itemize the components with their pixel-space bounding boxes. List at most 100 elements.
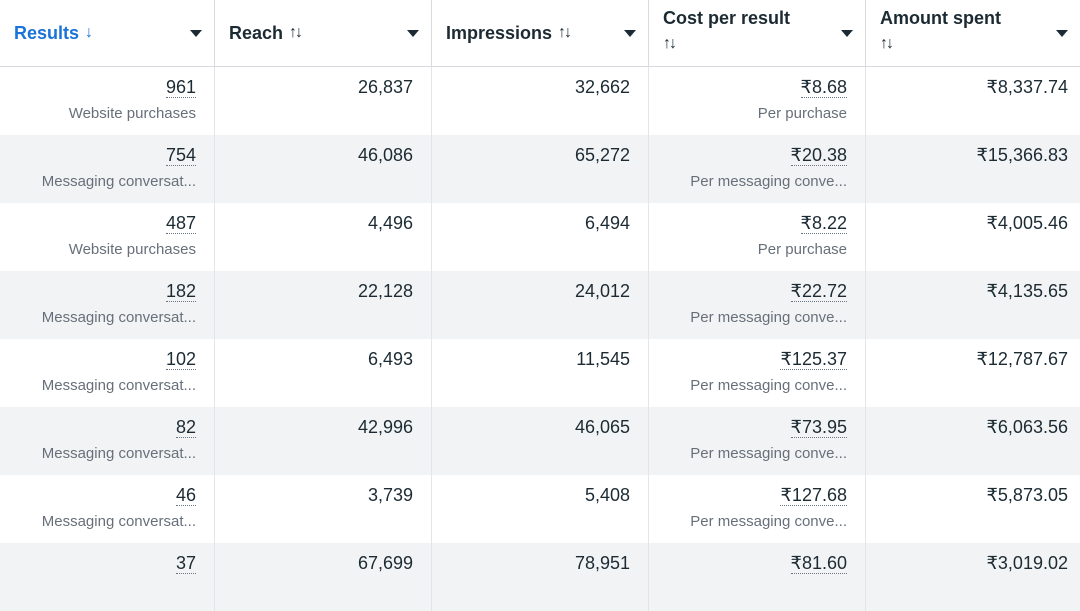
reach-value: 46,086 bbox=[357, 145, 413, 165]
impressions-cell: 24,012 bbox=[432, 271, 649, 339]
column-header-amount-spent[interactable]: Amount spent ↑↓ bbox=[866, 0, 1080, 66]
impressions-value: 6,494 bbox=[584, 213, 630, 233]
table-header: Results ↓ Reach ↑↓ Impressions ↑↓ Cost p… bbox=[0, 0, 1080, 67]
cost-type: Per messaging conve... bbox=[690, 173, 847, 190]
reach-value: 22,128 bbox=[357, 281, 413, 301]
table-row: 754 Messaging conversat... 46,086 65,272 … bbox=[0, 135, 1080, 203]
cost-value[interactable]: ₹73.95 bbox=[790, 417, 847, 438]
cost-value[interactable]: ₹8.68 bbox=[800, 77, 847, 98]
reach-value: 67,699 bbox=[357, 553, 413, 573]
results-value[interactable]: 961 bbox=[165, 77, 196, 98]
impressions-cell: 46,065 bbox=[432, 407, 649, 475]
results-value[interactable]: 46 bbox=[175, 485, 196, 506]
caret-down-icon[interactable] bbox=[407, 30, 419, 37]
spent-value: ₹4,005.46 bbox=[986, 213, 1068, 233]
reach-cell: 67,699 bbox=[215, 543, 432, 611]
column-label: Impressions bbox=[446, 22, 553, 43]
impressions-value: 65,272 bbox=[574, 145, 630, 165]
cost-cell: ₹8.68 Per purchase bbox=[649, 67, 866, 135]
results-cell: 961 Website purchases bbox=[0, 67, 215, 135]
cost-cell: ₹125.37 Per messaging conve... bbox=[649, 339, 866, 407]
spent-cell: ₹4,005.46 bbox=[866, 203, 1080, 271]
spent-cell: ₹8,337.74 bbox=[866, 67, 1080, 135]
reach-cell: 4,496 bbox=[215, 203, 432, 271]
table-row: 37 67,699 78,951 ₹81.60 ₹3,019.02 bbox=[0, 543, 1080, 611]
table-row: 182 Messaging conversat... 22,128 24,012 … bbox=[0, 271, 1080, 339]
column-header-impressions[interactable]: Impressions ↑↓ bbox=[432, 0, 649, 66]
cost-cell: ₹73.95 Per messaging conve... bbox=[649, 407, 866, 475]
spent-value: ₹3,019.02 bbox=[986, 553, 1068, 573]
result-type: Messaging conversat... bbox=[41, 445, 196, 462]
sort-arrows-icon[interactable]: ↑↓ bbox=[663, 35, 677, 52]
result-type: Messaging conversat... bbox=[41, 513, 196, 530]
table-row: 46 Messaging conversat... 3,739 5,408 ₹12… bbox=[0, 475, 1080, 543]
results-cell: 102 Messaging conversat... bbox=[0, 339, 215, 407]
impressions-cell: 11,545 bbox=[432, 339, 649, 407]
cost-cell: ₹127.68 Per messaging conve... bbox=[649, 475, 866, 543]
caret-down-icon[interactable] bbox=[1056, 30, 1068, 37]
cost-cell: ₹20.38 Per messaging conve... bbox=[649, 135, 866, 203]
reach-value: 3,739 bbox=[367, 485, 413, 505]
results-value[interactable]: 754 bbox=[165, 145, 196, 166]
result-type: Messaging conversat... bbox=[41, 377, 196, 394]
column-label: Cost per result bbox=[663, 8, 791, 28]
spent-value: ₹12,787.67 bbox=[976, 349, 1068, 369]
cost-value[interactable]: ₹127.68 bbox=[780, 485, 847, 506]
sort-desc-icon[interactable]: ↓ bbox=[85, 24, 93, 41]
reach-cell: 42,996 bbox=[215, 407, 432, 475]
cost-value[interactable]: ₹20.38 bbox=[790, 145, 847, 166]
results-cell: 754 Messaging conversat... bbox=[0, 135, 215, 203]
spent-value: ₹5,873.05 bbox=[986, 485, 1068, 505]
sort-arrows-icon[interactable]: ↑↓ bbox=[289, 24, 303, 41]
impressions-value: 32,662 bbox=[574, 77, 630, 97]
cost-type: Per messaging conve... bbox=[690, 445, 847, 462]
results-value[interactable]: 82 bbox=[175, 417, 196, 438]
reach-value: 6,493 bbox=[367, 349, 413, 369]
impressions-cell: 78,951 bbox=[432, 543, 649, 611]
results-value[interactable]: 182 bbox=[165, 281, 196, 302]
sort-arrows-icon[interactable]: ↑↓ bbox=[880, 35, 894, 52]
table-row: 961 Website purchases 26,837 32,662 ₹8.68… bbox=[0, 67, 1080, 135]
results-value[interactable]: 487 bbox=[165, 213, 196, 234]
result-type: Website purchases bbox=[68, 241, 196, 258]
reach-cell: 6,493 bbox=[215, 339, 432, 407]
table-row: 102 Messaging conversat... 6,493 11,545 ₹… bbox=[0, 339, 1080, 407]
reach-cell: 22,128 bbox=[215, 271, 432, 339]
spent-value: ₹6,063.56 bbox=[986, 417, 1068, 437]
cost-value[interactable]: ₹81.60 bbox=[790, 553, 847, 574]
column-label: Amount spent bbox=[880, 8, 1001, 28]
impressions-value: 24,012 bbox=[574, 281, 630, 301]
cost-cell: ₹22.72 Per messaging conve... bbox=[649, 271, 866, 339]
reach-cell: 26,837 bbox=[215, 67, 432, 135]
spent-cell: ₹15,366.83 bbox=[866, 135, 1080, 203]
caret-down-icon[interactable] bbox=[190, 30, 202, 37]
spent-value: ₹4,135.65 bbox=[986, 281, 1068, 301]
cost-type: Per messaging conve... bbox=[690, 309, 847, 326]
cost-type: Per purchase bbox=[757, 105, 847, 122]
impressions-cell: 6,494 bbox=[432, 203, 649, 271]
impressions-cell: 65,272 bbox=[432, 135, 649, 203]
results-value[interactable]: 37 bbox=[175, 553, 196, 574]
results-cell: 487 Website purchases bbox=[0, 203, 215, 271]
impressions-value: 11,545 bbox=[576, 349, 630, 369]
cost-value[interactable]: ₹125.37 bbox=[780, 349, 847, 370]
impressions-value: 5,408 bbox=[584, 485, 630, 505]
sort-arrows-icon[interactable]: ↑↓ bbox=[558, 24, 572, 41]
table-row: 82 Messaging conversat... 42,996 46,065 ₹… bbox=[0, 407, 1080, 475]
caret-down-icon[interactable] bbox=[624, 30, 636, 37]
column-header-reach[interactable]: Reach ↑↓ bbox=[215, 0, 432, 66]
cost-value[interactable]: ₹22.72 bbox=[790, 281, 847, 302]
spent-cell: ₹3,019.02 bbox=[866, 543, 1080, 611]
cost-type: Per messaging conve... bbox=[690, 377, 847, 394]
impressions-cell: 5,408 bbox=[432, 475, 649, 543]
column-header-cost-per-result[interactable]: Cost per result ↑↓ bbox=[649, 0, 866, 66]
spent-cell: ₹6,063.56 bbox=[866, 407, 1080, 475]
table-row: 487 Website purchases 4,496 6,494 ₹8.22 Pe… bbox=[0, 203, 1080, 271]
caret-down-icon[interactable] bbox=[841, 30, 853, 37]
column-header-results[interactable]: Results ↓ bbox=[0, 0, 215, 66]
spent-cell: ₹4,135.65 bbox=[866, 271, 1080, 339]
cost-value[interactable]: ₹8.22 bbox=[800, 213, 847, 234]
results-cell: 46 Messaging conversat... bbox=[0, 475, 215, 543]
results-value[interactable]: 102 bbox=[165, 349, 196, 370]
